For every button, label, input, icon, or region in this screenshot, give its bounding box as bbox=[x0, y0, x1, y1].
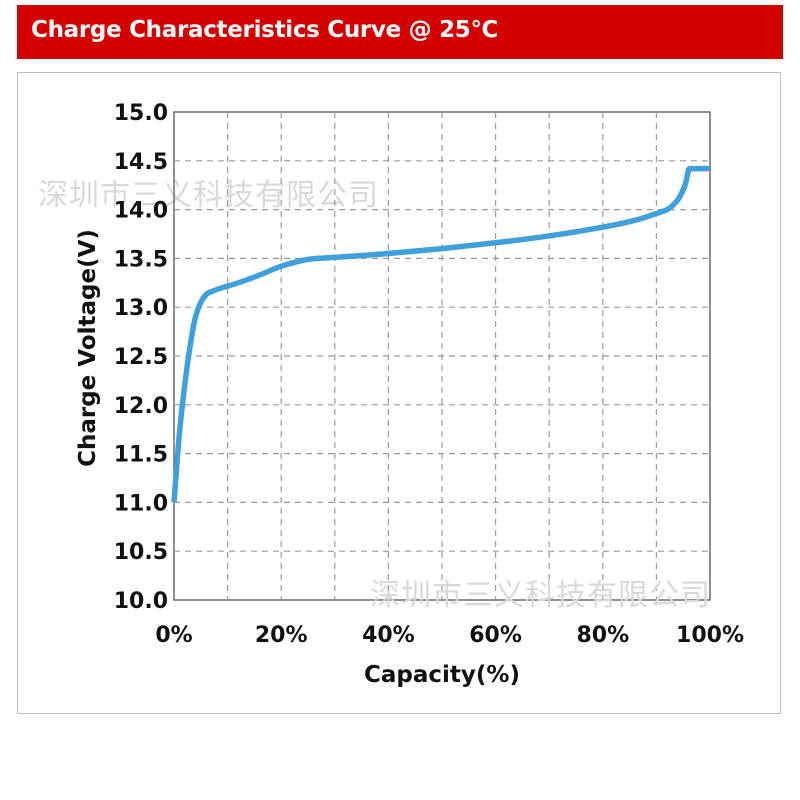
chart-frame bbox=[17, 72, 781, 714]
y-tick-label: 14.0 bbox=[114, 199, 168, 224]
x-tick-label: 80% bbox=[576, 623, 629, 648]
y-tick-label: 12.5 bbox=[114, 345, 168, 370]
x-tick-label: 60% bbox=[469, 623, 522, 648]
y-tick-label: 11.5 bbox=[114, 443, 168, 468]
x-axis-label: Capacity(%) bbox=[364, 662, 520, 688]
y-tick-label: 12.0 bbox=[114, 394, 168, 419]
y-tick-label: 10.0 bbox=[114, 589, 168, 614]
y-tick-label: 11.0 bbox=[114, 491, 168, 516]
header-banner: Charge Characteristics Curve @ 25℃ bbox=[17, 5, 783, 59]
watermark-top: 深圳市三义科技有限公司 bbox=[38, 178, 379, 213]
x-tick-label: 40% bbox=[362, 623, 415, 648]
x-tick-label: 100% bbox=[676, 623, 744, 648]
x-tick-label: 20% bbox=[255, 623, 308, 648]
charge-voltage-series-line bbox=[171, 165, 710, 503]
y-tick-label: 13.5 bbox=[114, 247, 168, 272]
x-tick-label: 0% bbox=[155, 623, 192, 648]
y-axis-label: Charge Voltage(V) bbox=[75, 229, 101, 467]
header-title: Charge Characteristics Curve @ 25℃ bbox=[31, 17, 499, 43]
y-tick-label: 10.5 bbox=[114, 540, 168, 565]
y-tick-label: 14.5 bbox=[114, 150, 168, 175]
watermark-bottom: 深圳市三义科技有限公司 bbox=[370, 578, 711, 613]
y-tick-label: 13.0 bbox=[114, 296, 168, 321]
y-tick-label: 15.0 bbox=[114, 101, 168, 126]
